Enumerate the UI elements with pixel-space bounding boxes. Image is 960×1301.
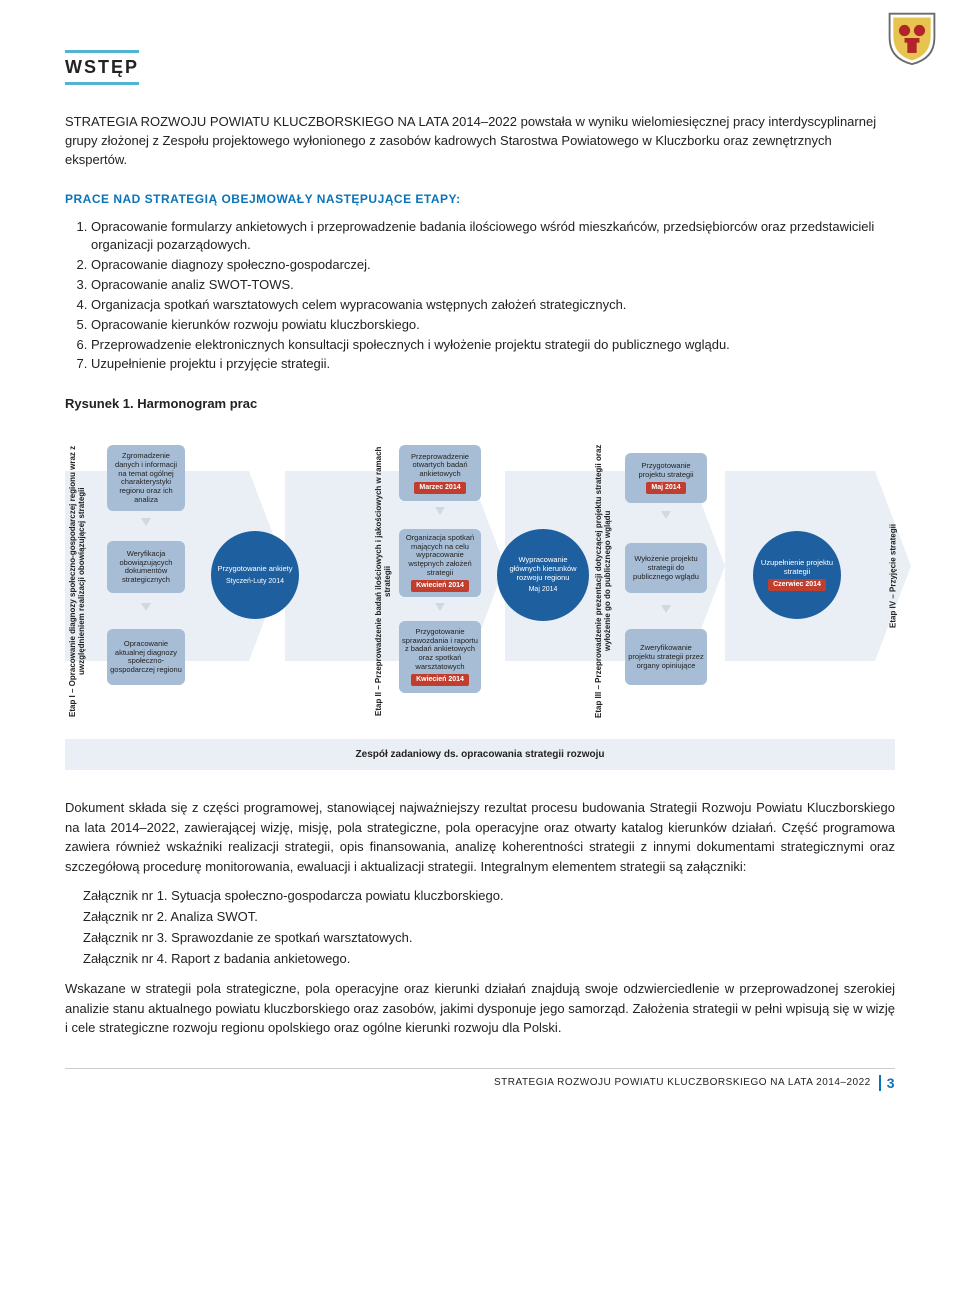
date-tag: Maj 2014: [646, 482, 685, 494]
box-b1: Zgromadzenie danych i informacji na tema…: [107, 445, 185, 511]
list-item: Organizacja spotkań warsztatowych celem …: [91, 296, 895, 315]
box-b5-text: Organizacja spotkań mających na celu wyp…: [402, 534, 478, 577]
circle-c3: Uzupełnienie projektu strategii Czerwiec…: [753, 531, 841, 619]
list-item: Uzupełnienie projektu i przyjęcie strate…: [91, 355, 895, 374]
harmonogram-diagram: Etap I – Opracowanie diagnozy społeczno-…: [65, 421, 895, 731]
circle-c1-date: Styczeń-Luty 2014: [226, 578, 284, 586]
list-item: Opracowanie kierunków rozwoju powiatu kl…: [91, 316, 895, 335]
box-b9: Zweryfikowanie projektu strategii przez …: [625, 629, 707, 685]
list-item: Opracowanie analiz SWOT-TOWS.: [91, 276, 895, 295]
date-tag: Kwiecień 2014: [411, 674, 469, 686]
date-tag: Kwiecień 2014: [411, 580, 469, 592]
circle-c2-date: Maj 2014: [529, 586, 558, 594]
circle-c1: Przygotowanie ankiety Styczeń-Luty 2014: [211, 531, 299, 619]
body-paragraph-2: Wskazane w strategii pola strategiczne, …: [65, 979, 895, 1038]
footer-title: STRATEGIA ROZWOJU POWIATU KLUCZBORSKIEGO…: [494, 1077, 871, 1088]
box-b6-text: Przygotowanie sprawozdania i raportu z b…: [402, 628, 478, 671]
list-item: Opracowanie diagnozy społeczno-gospodarc…: [91, 256, 895, 275]
box-b7-text: Przygotowanie projektu strategii: [628, 462, 704, 479]
circle-c2: Wypracowanie głównych kierunków rozwoju …: [497, 529, 589, 621]
page-footer: STRATEGIA ROZWOJU POWIATU KLUCZBORSKIEGO…: [65, 1068, 895, 1091]
box-b7: Przygotowanie projektu strategii Maj 201…: [625, 453, 707, 503]
list-item: Załącznik nr 2. Analiza SWOT.: [83, 907, 895, 928]
figure-caption: Rysunek 1. Harmonogram prac: [65, 396, 895, 411]
steps-list: Opracowanie formularzy ankietowych i prz…: [65, 218, 895, 375]
body-paragraph-1: Dokument składa się z części programowej…: [65, 798, 895, 876]
stage-4-label: Etap IV – Przyjęcie strategii: [885, 476, 901, 676]
circle-c1-label: Przygotowanie ankiety: [217, 565, 292, 574]
list-item: Załącznik nr 4. Raport z badania ankieto…: [83, 949, 895, 970]
circle-c2-label: Wypracowanie głównych kierunków rozwoju …: [503, 556, 583, 582]
diagram-footer: Zespół zadaniowy ds. opracowania strateg…: [65, 739, 895, 770]
circle-c3-date: Czerwiec 2014: [768, 579, 826, 591]
list-item: Przeprowadzenie elektronicznych konsulta…: [91, 336, 895, 355]
box-b4-text: Przeprowadzenie otwartych badań ankietow…: [402, 453, 478, 479]
section-title: WSTĘP: [65, 50, 139, 85]
intro-paragraph: STRATEGIA ROZWOJU POWIATU KLUCZBORSKIEGO…: [65, 113, 895, 170]
box-b5: Organizacja spotkań mających na celu wyp…: [399, 529, 481, 597]
date-tag: Marzec 2014: [414, 482, 465, 494]
list-item: Załącznik nr 3. Sprawozdanie ze spotkań …: [83, 928, 895, 949]
attachments-list: Załącznik nr 1. Sytuacja społeczno-gospo…: [65, 886, 895, 969]
page-number: 3: [879, 1075, 895, 1091]
box-b3: Opracowanie aktualnej diagnozy społeczno…: [107, 629, 185, 685]
list-item: Opracowanie formularzy ankietowych i prz…: [91, 218, 895, 256]
list-item: Załącznik nr 1. Sytuacja społeczno-gospo…: [83, 886, 895, 907]
box-b2: Weryfikacja obowiązujących dokumentów st…: [107, 541, 185, 593]
box-b4: Przeprowadzenie otwartych badań ankietow…: [399, 445, 481, 501]
steps-subhead: PRACE NAD STRATEGIĄ OBEJMOWAŁY NASTĘPUJĄ…: [65, 192, 895, 206]
box-b6: Przygotowanie sprawozdania i raportu z b…: [399, 621, 481, 693]
stage-2-label: Etap II – Przeprowadzenie badań ilościow…: [375, 441, 391, 721]
crest-icon: [884, 10, 940, 66]
circle-c3-label: Uzupełnienie projektu strategii: [759, 559, 835, 576]
box-b8: Wyłożenie projektu strategii do publiczn…: [625, 543, 707, 593]
stage-1-label: Etap I – Opracowanie diagnozy społeczno-…: [69, 441, 85, 721]
stage-3-label: Etap III – Przeprowadzenie prezentacji d…: [595, 441, 611, 721]
